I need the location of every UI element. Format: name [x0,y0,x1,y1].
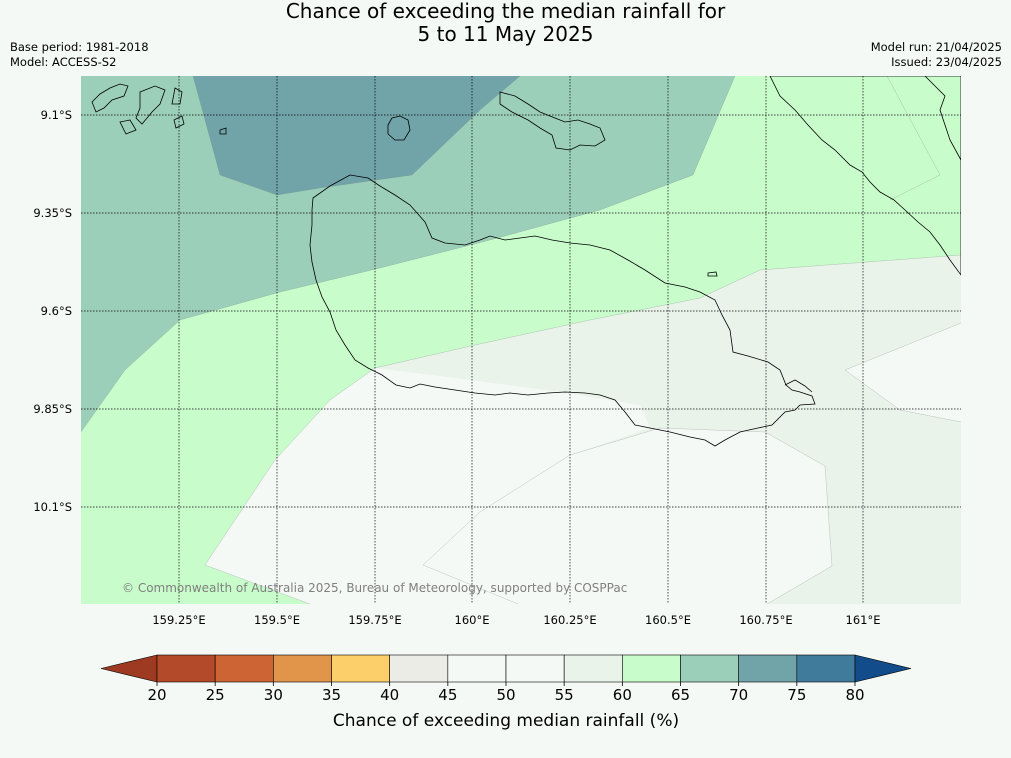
coastlines [91,76,961,447]
malaita-east-coast [924,76,961,161]
malaita-coast [769,76,961,276]
lat-label: 9.6°S [41,304,72,318]
colorbar-tick-label: 60 [613,686,632,704]
base-period-text: Base period: 1981-2018 [10,40,149,54]
zone-45-50-south [423,428,832,604]
colorbar-tick-label: 25 [206,686,225,704]
model-text: Model: ACCESS-S2 [10,55,117,69]
colorbar-bin [738,654,798,683]
islet-2 [707,271,718,277]
lon-label: 159.5°E [254,613,300,627]
islet-1 [219,127,227,135]
colorbar-tick-label: 35 [322,686,341,704]
lat-label: 9.35°S [33,206,72,220]
colorbar-bin [505,654,565,683]
model-run-text: Model run: 21/04/2025 [870,40,1002,54]
lat-label: 9.85°S [33,402,72,416]
florida-islands-coast [499,91,606,151]
lat-labels: 9.1°S 9.35°S 9.6°S 9.85°S 10.1°S [33,108,72,514]
colorbar-bin [563,654,623,683]
zone-45-50-east [845,323,961,422]
colorbar-extend-above [854,654,912,683]
colorbar-tick-label: 45 [438,686,457,704]
marau-sound [784,379,813,393]
colorbar-label: Chance of exceeding median rainfall (%) [333,711,679,731]
russell-islands-e [119,119,137,135]
colorbar-tick-label: 80 [845,686,864,704]
title-line-1: Chance of exceeding the median rainfall … [285,0,726,23]
colorbar-bin [156,654,216,683]
lon-label: 161°E [846,613,881,627]
probability-map: © Commonwealth of Australia 2025, Bureau… [81,76,961,604]
colorbar: 20 25 30 35 40 45 50 55 60 65 70 75 80 [100,654,912,704]
colorbar-tick-label: 30 [264,686,283,704]
meta-right: Model run: 21/04/2025 Issued: 23/04/2025 [871,40,1002,70]
colorbar-bin [680,654,739,683]
russell-islands-d [173,115,185,129]
lat-label: 9.1°S [41,108,72,122]
colorbar-tick-label: 50 [496,686,515,704]
lon-label: 160.75°E [739,613,792,627]
colorbar-bin [622,654,681,683]
russell-islands-c [171,87,183,105]
graticule [81,76,961,604]
colorbar-bin [796,654,856,683]
colorbar-tick-label: 70 [729,686,748,704]
zone-70-75 [193,76,520,195]
colorbar-tick-label: 65 [671,686,690,704]
colorbar-bin [214,654,274,683]
colorbar-tick-label: 20 [147,686,166,704]
lon-label: 160.5°E [645,613,691,627]
guadalcanal-coast [309,174,816,447]
colorbar-bin [389,654,449,683]
meta-left: Base period: 1981-2018 Model: ACCESS-S2 [10,40,149,70]
savo-island [387,115,411,141]
lat-label: 10.1°S [33,500,72,514]
colorbar-bin [273,654,332,683]
issued-text: Issued: 23/04/2025 [891,55,1002,69]
zone-50-55-west [205,368,650,604]
lon-labels: 159.25°E 159.5°E 159.75°E 160°E 160.25°E… [152,613,880,627]
map-title: Chance of exceeding the median rainfall … [0,0,1011,46]
russell-islands-a [91,83,129,113]
colorbar-bin [331,654,390,683]
russell-islands-b [135,85,166,125]
colorbar-tick-label: 40 [380,686,399,704]
lon-label: 159.25°E [152,613,205,627]
lon-label: 160.25°E [543,613,596,627]
colorbar-tick-label: 75 [787,686,806,704]
copyright-text: © Commonwealth of Australia 2025, Bureau… [122,581,627,595]
colorbar-extend-below [100,654,158,683]
lon-label: 160°E [455,613,490,627]
lon-label: 159.75°E [348,613,401,627]
colorbar-tick-label: 55 [555,686,574,704]
colorbar-bin [447,654,507,683]
title-line-2: 5 to 11 May 2025 [417,22,594,46]
